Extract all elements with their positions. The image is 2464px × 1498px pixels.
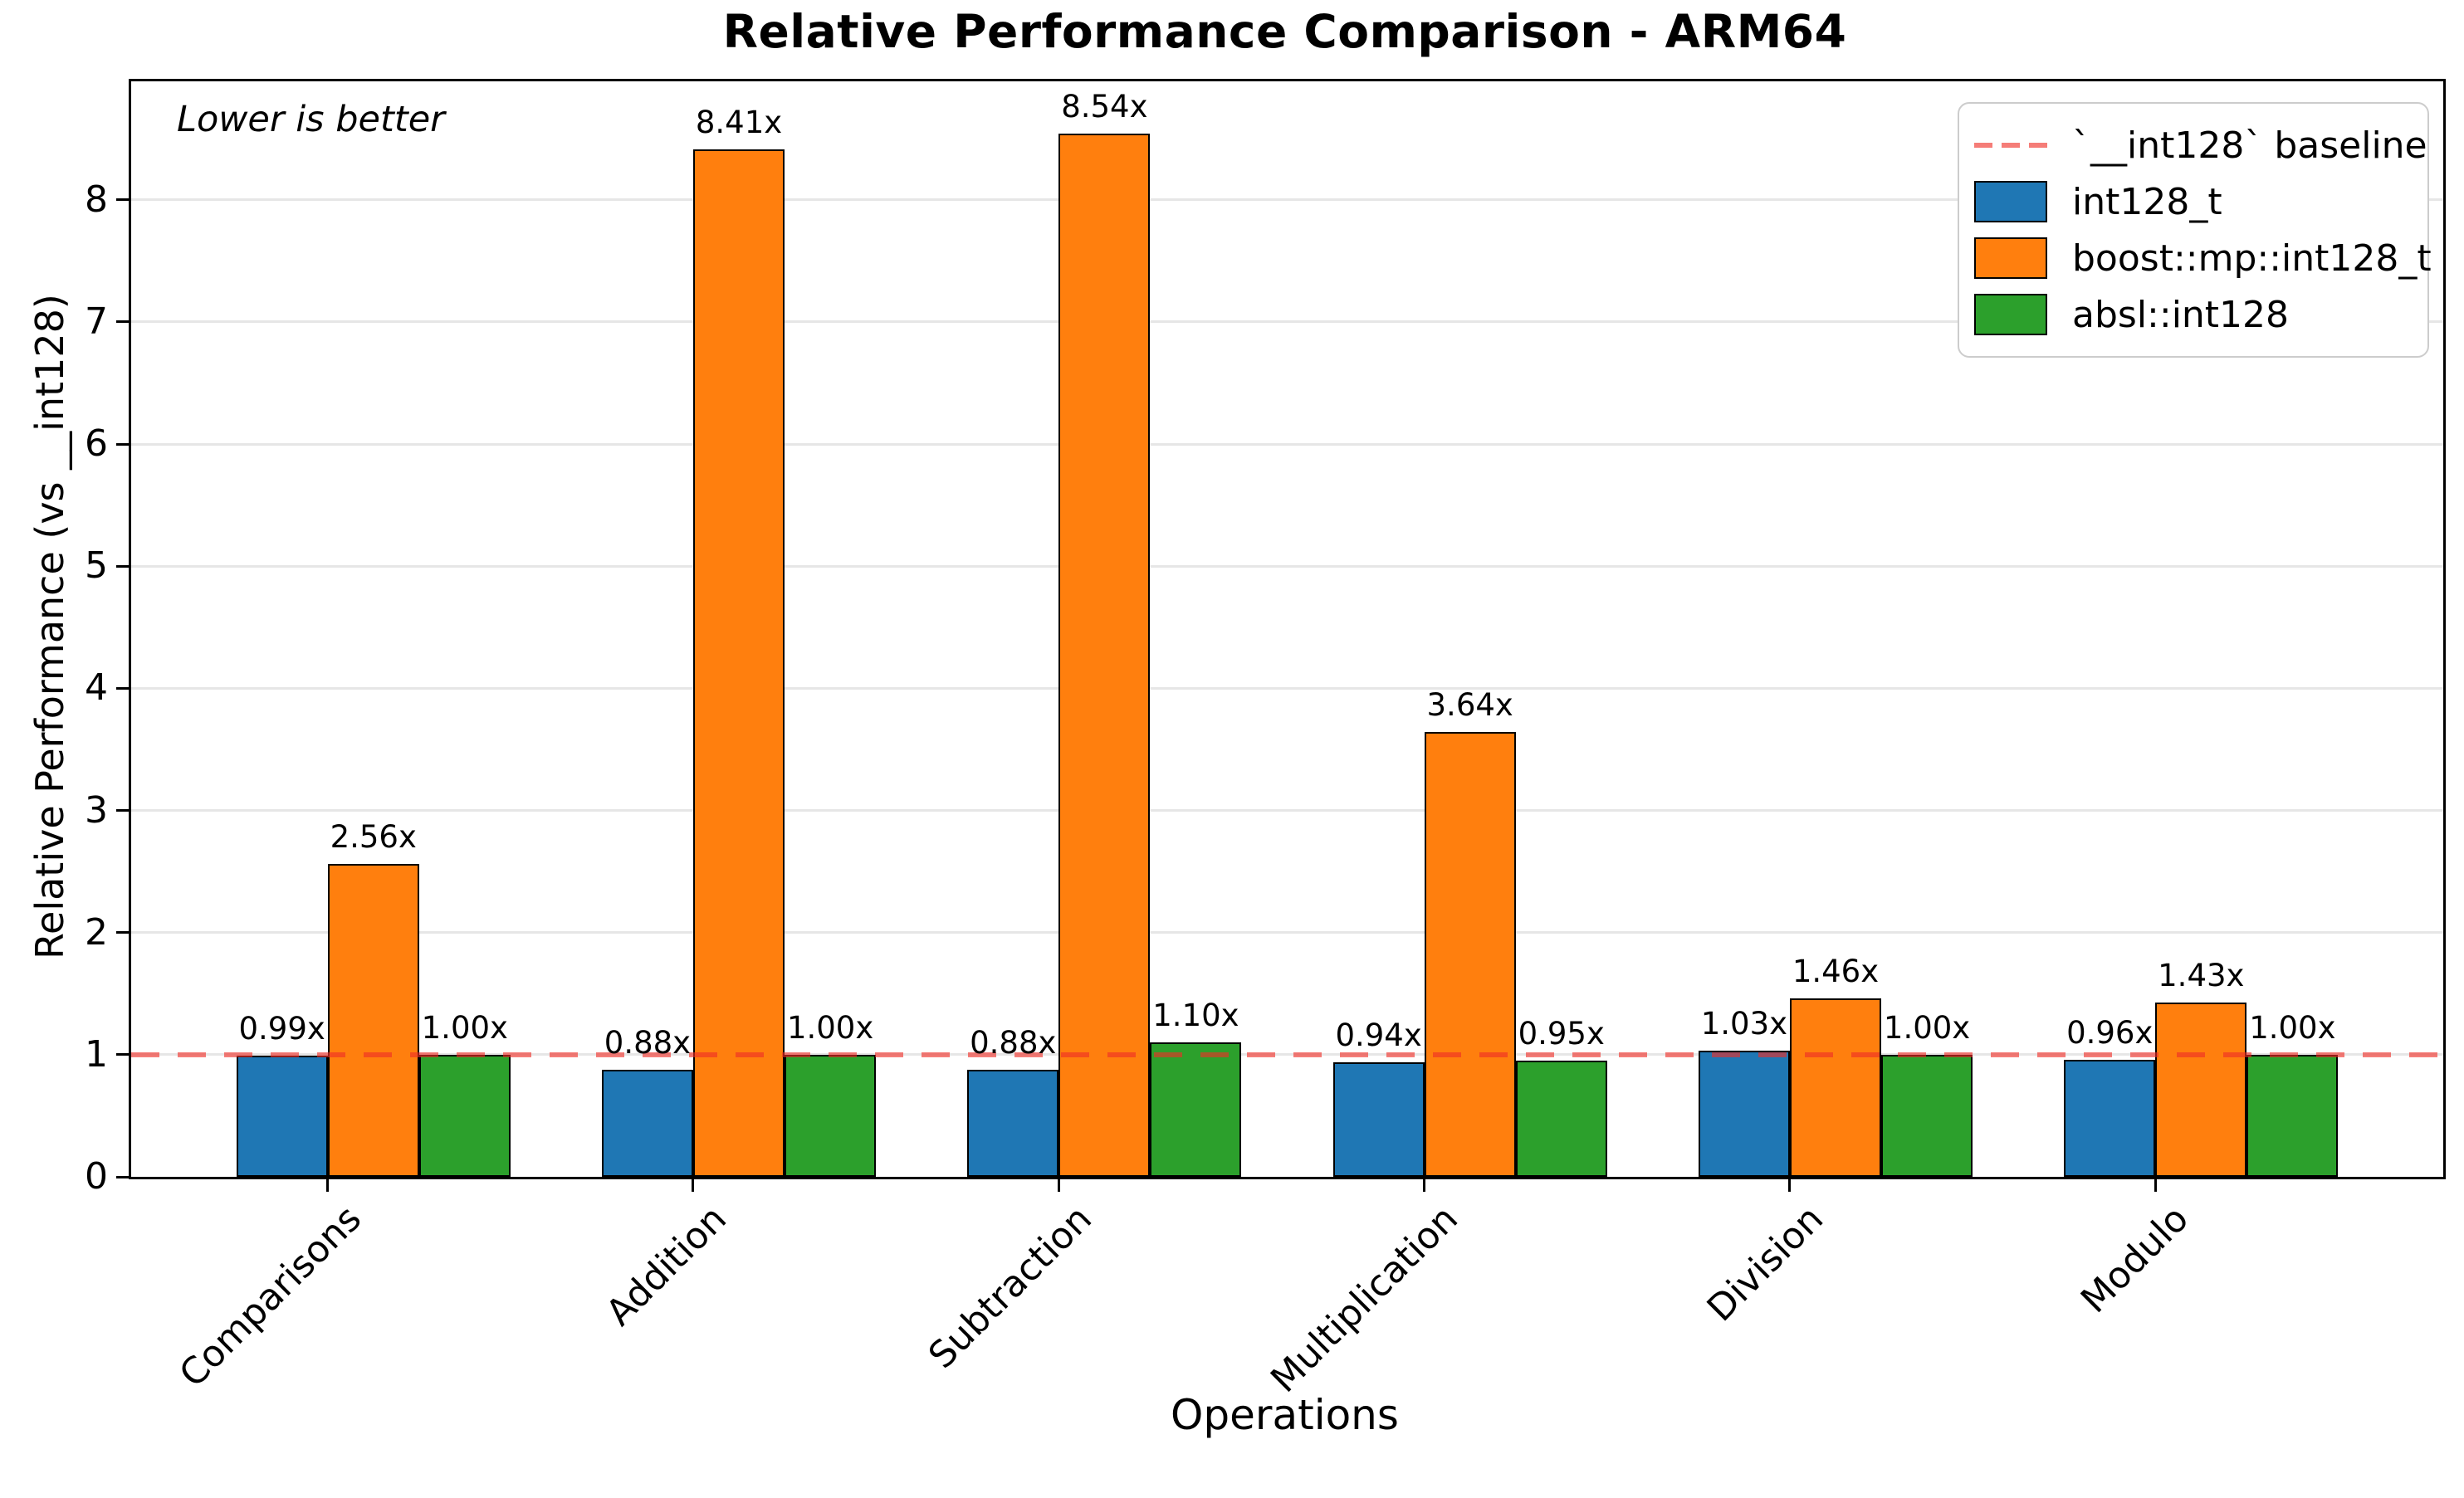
x-tick-mark-comparisons	[326, 1179, 330, 1192]
y-tick-mark-3	[116, 809, 129, 812]
y-tick-mark-4	[116, 686, 129, 690]
y-tick-label-2: 2	[85, 910, 108, 954]
y-tick-label-6: 6	[85, 422, 108, 466]
bar-value-label: 2.56x	[330, 819, 417, 856]
bar-multiplication-absl-int128	[1515, 1061, 1607, 1177]
gridline-y4	[131, 686, 2443, 690]
bar-comparisons-absl-int128	[418, 1054, 511, 1177]
x-tick-mark-addition	[692, 1179, 695, 1192]
bar-value-label: 8.41x	[695, 105, 783, 141]
y-tick-mark-7	[116, 320, 129, 324]
y-tick-label-4: 4	[85, 666, 108, 710]
x-tick-label-multiplication: Multiplication	[1262, 1198, 1466, 1401]
legend-item: int128_t	[1974, 173, 2427, 230]
bar-value-label: 0.96x	[2066, 1014, 2154, 1051]
bar-modulo-absl-int128	[2246, 1054, 2339, 1177]
gridline-y2	[131, 931, 2443, 934]
y-tick-mark-8	[116, 198, 129, 202]
x-tick-label-addition: Addition	[598, 1198, 736, 1335]
legend-item: `__int128` baseline	[1974, 117, 2427, 173]
bar-value-label: 1.43x	[2158, 957, 2245, 993]
bar-value-label: 8.54x	[1061, 89, 1148, 125]
bar-value-label: 0.94x	[1335, 1017, 1422, 1053]
x-tick-label-comparisons: Comparisons	[171, 1198, 369, 1396]
x-tick-label-division: Division	[1699, 1198, 1831, 1330]
x-tick-mark-division	[1788, 1179, 1792, 1192]
legend-dashed-line-sample	[1974, 143, 2047, 148]
bar-subtraction-absl-int128	[1150, 1042, 1242, 1177]
bar-value-label: 1.03x	[1700, 1006, 1788, 1042]
gridline-y6	[131, 442, 2443, 446]
chart-title: Relative Performance Comparison - ARM64	[722, 5, 1847, 58]
bar-division-int128-t	[1698, 1051, 1790, 1177]
legend-label: boost::mp::int128_t	[2072, 237, 2432, 280]
x-axis-label: Operations	[1171, 1391, 1399, 1439]
legend-color-swatch	[1974, 294, 2047, 335]
bar-value-label: 1.46x	[1792, 954, 1880, 990]
y-tick-mark-0	[116, 1175, 129, 1178]
lower-is-better-annotation: Lower is better	[177, 99, 445, 140]
gridline-y3	[131, 809, 2443, 812]
y-tick-label-5: 5	[85, 544, 108, 588]
bar-value-label: 3.64x	[1426, 687, 1513, 724]
bar-value-label: 0.99x	[238, 1011, 325, 1047]
legend-label: `__int128` baseline	[2072, 124, 2427, 167]
legend-label: int128_t	[2072, 180, 2222, 223]
y-tick-label-3: 3	[85, 788, 108, 832]
x-tick-mark-subtraction	[1057, 1179, 1060, 1192]
y-tick-label-0: 0	[85, 1155, 108, 1198]
legend-color-swatch	[1974, 237, 2047, 279]
bar-value-label: 0.95x	[1518, 1016, 1605, 1052]
bar-addition-int128-t	[601, 1069, 693, 1177]
figure: { "chart_data": { "type": "bar", "title"…	[27, 5, 2446, 1439]
legend-item: absl::int128	[1974, 286, 2427, 343]
bar-addition-absl-int128	[785, 1054, 877, 1177]
y-axis-label: Relative Performance (vs __int128)	[27, 294, 72, 959]
legend-color-swatch	[1974, 181, 2047, 222]
y-tick-mark-6	[116, 442, 129, 446]
bar-division-boost-mp-int128-t	[1789, 998, 1881, 1177]
gridline-y8	[131, 198, 2443, 202]
bar-modulo-boost-mp-int128-t	[2155, 1002, 2247, 1177]
y-tick-label-7: 7	[85, 300, 108, 343]
y-tick-mark-5	[116, 564, 129, 568]
bar-value-label: 1.10x	[1152, 998, 1239, 1034]
x-tick-mark-modulo	[2154, 1179, 2157, 1192]
bar-value-label: 1.00x	[421, 1009, 508, 1046]
bar-comparisons-boost-mp-int128-t	[327, 864, 419, 1177]
y-tick-label-8: 8	[85, 178, 108, 221]
x-tick-label-modulo: Modulo	[2073, 1198, 2198, 1322]
bar-modulo-int128-t	[2064, 1059, 2156, 1177]
y-tick-mark-2	[116, 931, 129, 934]
baseline-line	[131, 1052, 2443, 1057]
bar-value-label: 1.00x	[786, 1009, 874, 1046]
bar-value-label: 0.88x	[970, 1024, 1057, 1061]
y-tick-mark-1	[116, 1053, 129, 1056]
bar-subtraction-int128-t	[967, 1069, 1059, 1177]
bar-value-label: 0.88x	[604, 1024, 692, 1061]
bar-comparisons-int128-t	[236, 1056, 328, 1177]
legend-item: boost::mp::int128_t	[1974, 230, 2432, 286]
bar-multiplication-int128-t	[1332, 1061, 1425, 1177]
legend-label: absl::int128	[2072, 293, 2290, 336]
x-tick-label-subtraction: Subtraction	[921, 1198, 1101, 1378]
bar-value-label: 1.00x	[1883, 1009, 1971, 1046]
x-tick-mark-multiplication	[1423, 1179, 1426, 1192]
gridline-y5	[131, 564, 2443, 568]
bar-addition-boost-mp-int128-t	[692, 149, 785, 1177]
gridline-y7	[131, 320, 2443, 324]
bar-multiplication-boost-mp-int128-t	[1424, 732, 1516, 1177]
bar-subtraction-boost-mp-int128-t	[1058, 134, 1151, 1177]
bar-division-absl-int128	[1881, 1054, 1973, 1177]
bar-value-label: 1.00x	[2249, 1009, 2336, 1046]
y-tick-label-1: 1	[85, 1032, 108, 1076]
